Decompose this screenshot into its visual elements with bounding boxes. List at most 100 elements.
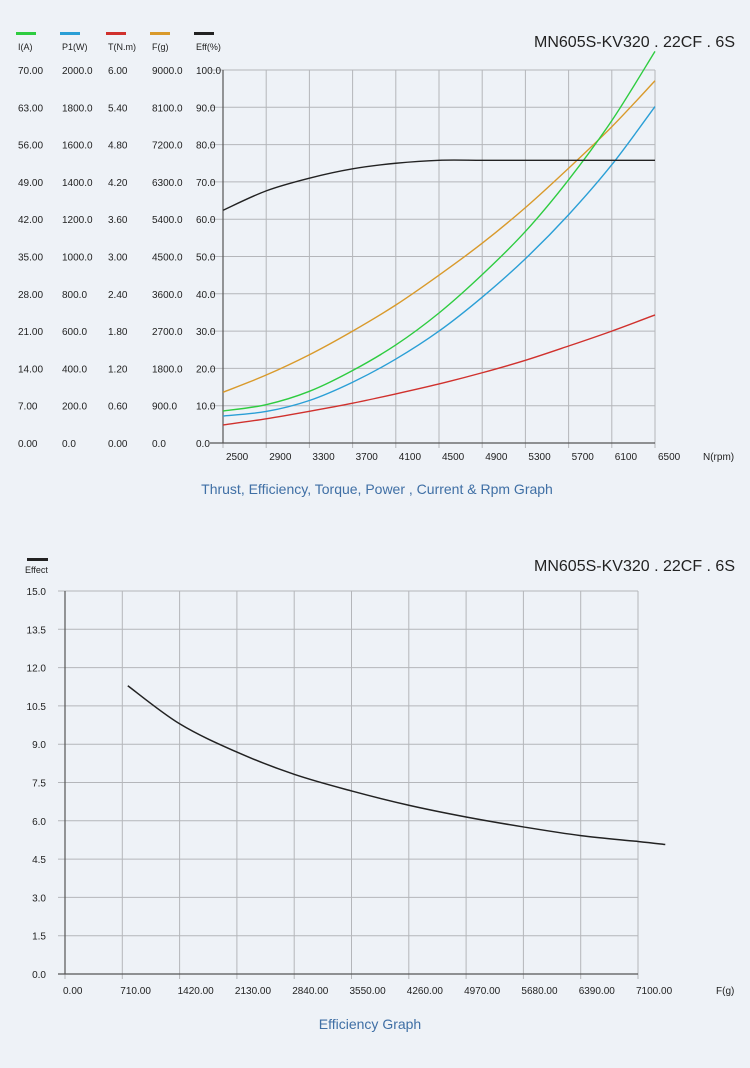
y-tick-label: 0.00 <box>18 439 38 450</box>
chart-title: MN605S-KV320 . 22CF . 6S <box>534 558 735 575</box>
y-tick-label: 1000.0 <box>62 253 93 264</box>
y-tick-label: 3.60 <box>108 215 128 226</box>
x-tick-label: 3300 <box>312 452 335 463</box>
efficiency-chart: Effect MN605S-KV320 . 22CF . 6S Efficien… <box>25 558 735 1032</box>
y-tick-label: 1.5 <box>32 932 46 943</box>
y-tick-label: 2000.0 <box>62 66 93 77</box>
x-tick-label: 6100 <box>615 452 638 463</box>
y-tick-label: 42.00 <box>18 215 43 226</box>
y-tick-label: 10.0 <box>196 402 216 413</box>
y-tick-label: 0.0 <box>152 439 166 450</box>
y-tick-label: 0.0 <box>62 439 76 450</box>
x-axis-label: F(g) <box>716 986 734 997</box>
y-tick-label: 6.0 <box>32 817 46 828</box>
y-tick-label: 900.0 <box>152 402 177 413</box>
y-tick-label: 9.0 <box>32 740 46 751</box>
y-tick-label: 0.60 <box>108 402 128 413</box>
y-tick-label: 2.40 <box>108 290 128 301</box>
y-tick-label: 0.0 <box>32 970 46 981</box>
y-tick-label: 1400.0 <box>62 178 93 189</box>
y-tick-label: 4500.0 <box>152 253 183 264</box>
y-tick-label: 4.20 <box>108 178 128 189</box>
y-tick-label: 1800.0 <box>152 364 183 375</box>
y-tick-label: 70.00 <box>18 66 43 77</box>
legend-label-effect: Effect <box>25 565 48 575</box>
y-tick-label: 4.80 <box>108 141 128 152</box>
y-tick-label: 0.0 <box>196 439 210 450</box>
legend-swatch-2 <box>106 32 126 35</box>
x-tick-label: 2500 <box>226 452 249 463</box>
x-tick-label: 0.00 <box>63 986 83 997</box>
legend-swatch-4 <box>194 32 214 35</box>
y-tick-label: 400.0 <box>62 364 87 375</box>
legend-label: I(A) <box>18 42 33 52</box>
y-tick-label: 28.00 <box>18 290 43 301</box>
y-tick-label: 3600.0 <box>152 290 183 301</box>
legend-label: Eff(%) <box>196 42 221 52</box>
y-tick-label: 0.00 <box>108 439 128 450</box>
y-tick-label: 63.00 <box>18 103 43 114</box>
y-tick-label: 200.0 <box>62 402 87 413</box>
x-tick-label: 1420.00 <box>178 986 215 997</box>
legend-swatch-0 <box>16 32 36 35</box>
series-line-2 <box>222 50 656 412</box>
y-tick-label: 40.0 <box>196 290 216 301</box>
y-tick-label: 10.5 <box>27 702 47 713</box>
y-tick-label: 7.5 <box>32 779 46 790</box>
legend-swatch-3 <box>150 32 170 35</box>
y-tick-label: 12.0 <box>27 664 47 675</box>
y-tick-label: 80.0 <box>196 141 216 152</box>
x-tick-label: 4260.00 <box>407 986 444 997</box>
x-tick-label: 4900 <box>485 452 508 463</box>
legend-label: T(N.m) <box>108 42 136 52</box>
legend-swatch-effect <box>27 558 48 561</box>
y-tick-label: 70.0 <box>196 178 216 189</box>
y-tick-label: 6.00 <box>108 66 128 77</box>
y-tick-label: 21.00 <box>18 327 43 338</box>
y-tick-label: 56.00 <box>18 141 43 152</box>
y-tick-label: 100.0 <box>196 66 221 77</box>
y-tick-label: 60.0 <box>196 215 216 226</box>
y-tick-label: 2700.0 <box>152 327 183 338</box>
x-tick-label: 5700 <box>572 452 595 463</box>
x-tick-label: 3550.00 <box>350 986 387 997</box>
y-tick-label: 1800.0 <box>62 103 93 114</box>
legend-swatch-1 <box>60 32 80 35</box>
y-tick-label: 49.00 <box>18 178 43 189</box>
x-tick-label: 6390.00 <box>579 986 616 997</box>
y-tick-label: 3.00 <box>108 253 128 264</box>
y-tick-label: 800.0 <box>62 290 87 301</box>
chart-title: MN605S-KV320 . 22CF . 6S <box>534 34 735 51</box>
series-line-0 <box>222 80 656 393</box>
legend-label: F(g) <box>152 42 169 52</box>
y-tick-label: 4.5 <box>32 855 46 866</box>
performance-chart: MN605S-KV320 . 22CF . 6S Thrust, Efficie… <box>16 32 735 497</box>
x-tick-label: 3700 <box>356 452 379 463</box>
y-tick-label: 1600.0 <box>62 141 93 152</box>
x-tick-label: 4970.00 <box>464 986 501 997</box>
y-tick-label: 90.0 <box>196 103 216 114</box>
y-tick-label: 3.0 <box>32 893 46 904</box>
y-tick-label: 30.0 <box>196 327 216 338</box>
y-tick-label: 9000.0 <box>152 66 183 77</box>
y-tick-label: 600.0 <box>62 327 87 338</box>
y-tick-label: 6300.0 <box>152 178 183 189</box>
y-tick-label: 1.80 <box>108 327 128 338</box>
legend-label: P1(W) <box>62 42 88 52</box>
x-tick-label: 6500 <box>658 452 681 463</box>
y-tick-label: 5400.0 <box>152 215 183 226</box>
x-tick-label: 4500 <box>442 452 465 463</box>
series-line-4 <box>222 159 655 211</box>
y-tick-label: 35.00 <box>18 253 43 264</box>
x-tick-label: 5300 <box>528 452 551 463</box>
y-tick-label: 1200.0 <box>62 215 93 226</box>
y-tick-label: 20.0 <box>196 364 216 375</box>
y-tick-label: 5.40 <box>108 103 128 114</box>
x-tick-label: 710.00 <box>120 986 151 997</box>
x-tick-label: 5680.00 <box>521 986 558 997</box>
y-tick-label: 13.5 <box>27 625 47 636</box>
x-tick-label: 2130.00 <box>235 986 272 997</box>
series-line-3 <box>222 314 656 426</box>
